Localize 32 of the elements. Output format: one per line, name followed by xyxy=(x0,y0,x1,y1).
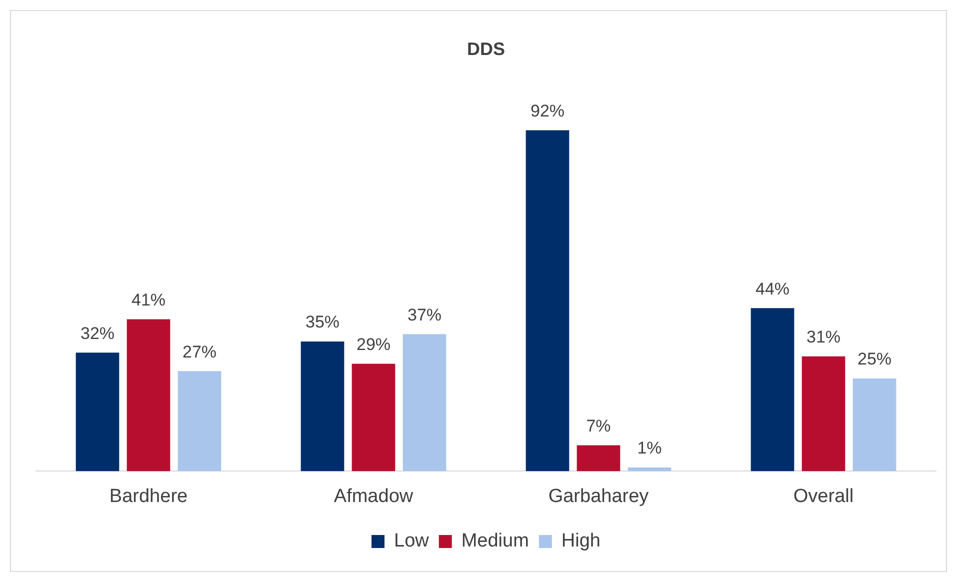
x-tick-label: Afmadow xyxy=(334,486,414,507)
legend-label: Low xyxy=(394,530,430,552)
bar xyxy=(628,467,672,472)
data-label: 44% xyxy=(755,279,790,298)
data-label: 27% xyxy=(182,342,217,362)
data-label: 92% xyxy=(530,101,565,120)
bar xyxy=(352,364,396,472)
data-label: 31% xyxy=(806,328,841,346)
bar xyxy=(802,356,846,472)
x-tick-label: Bardhere xyxy=(109,486,188,507)
data-label: 37% xyxy=(407,305,442,324)
legend-label: Medium xyxy=(461,530,529,552)
bar xyxy=(178,371,222,472)
data-label: 32% xyxy=(80,324,115,343)
bar xyxy=(402,334,446,472)
data-label: 25% xyxy=(857,350,892,369)
bar xyxy=(126,319,170,472)
data-label: 35% xyxy=(305,312,340,332)
chart-title: DDS xyxy=(466,38,506,59)
data-label: 41% xyxy=(131,290,166,310)
bar xyxy=(852,378,896,472)
data-label: 7% xyxy=(586,416,611,436)
x-tick-label: Garbaharey xyxy=(548,486,650,507)
bar xyxy=(76,352,120,472)
data-label: 1% xyxy=(637,438,662,458)
bar xyxy=(576,445,620,472)
x-tick-label: Overall xyxy=(793,486,854,507)
bar xyxy=(526,130,570,472)
bar xyxy=(300,341,344,472)
legend-label: High xyxy=(561,530,601,552)
bar xyxy=(750,308,794,472)
data-label: 29% xyxy=(356,334,391,354)
